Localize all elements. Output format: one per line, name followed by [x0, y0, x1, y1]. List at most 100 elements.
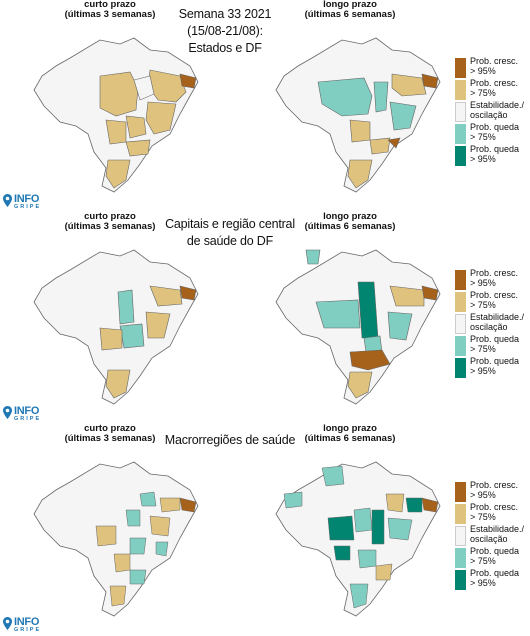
legend: Prob. cresc. > 95% Prob. cresc. > 75% Es…: [455, 268, 530, 378]
legend-swatch: [455, 124, 466, 144]
region-ms: [349, 119, 371, 143]
legend-swatch: [455, 548, 466, 568]
short-term-label: curto prazo (últimas 3 semanas): [64, 0, 156, 20]
macroregion: [95, 525, 117, 547]
map-states-long-term: [275, 37, 441, 193]
legend-item: Prob. cresc. > 95%: [455, 480, 530, 502]
region-ms: [99, 327, 123, 351]
legend-item: Prob. queda > 95%: [455, 144, 530, 166]
legend-swatch: [455, 292, 466, 312]
region-bahia: [145, 101, 177, 135]
legend-swatch: [455, 270, 466, 290]
region-south: [105, 159, 131, 189]
legend-item: Prob. cresc. > 75%: [455, 290, 530, 312]
region-mato-grosso: [99, 71, 139, 117]
legend-swatch: [455, 358, 466, 378]
legend-swatch: [455, 314, 466, 334]
legend-item: Prob. queda > 75%: [455, 122, 530, 144]
short-term-label: curto prazo (últimas 3 semanas): [64, 423, 156, 444]
legend-swatch: [455, 102, 466, 122]
macroregion: [405, 497, 423, 513]
long-term-label: longo prazo (últimas 6 semanas): [304, 423, 396, 444]
legend-swatch: [455, 80, 466, 100]
region-tocantins: [373, 81, 389, 113]
legend-label: Prob. cresc. > 95%: [470, 480, 519, 500]
panel-title: Semana 33 2021 (15/08-21/08): Estados e …: [178, 7, 272, 55]
legend-item: Prob. queda > 95%: [455, 568, 530, 590]
macroregion: [129, 537, 147, 555]
region-piaui: [133, 75, 155, 101]
region-paraiba: [179, 285, 197, 301]
map-macroregions-short-term: [33, 461, 199, 617]
region-mato-grosso: [317, 77, 373, 117]
region-goias: [125, 115, 147, 139]
long-term-label: longo prazo (últimas 6 semanas): [304, 0, 396, 20]
region-tocantins: [117, 289, 135, 325]
macroregion: [155, 541, 169, 557]
macroregion: [385, 493, 405, 513]
macroregion: [159, 497, 181, 513]
legend-label: Prob. queda > 75%: [470, 546, 520, 566]
legend-swatch: [455, 526, 466, 546]
long-term-label: longo prazo (últimas 6 semanas): [304, 211, 396, 232]
legend-item: Prob. cresc. > 95%: [455, 268, 530, 290]
legend-swatch: [455, 58, 466, 78]
legend-label: Estabilidade./ oscilação: [470, 312, 525, 332]
panel-title: Capitais e região central de saúde do DF: [165, 217, 295, 248]
region-paraiba: [421, 285, 439, 301]
region-south: [347, 159, 373, 189]
region-roraima: [305, 249, 321, 265]
infogripe-logo: INFO GRIPE: [3, 616, 47, 634]
legend-item: Prob. cresc. > 75%: [455, 502, 530, 524]
region-bahia: [145, 311, 171, 339]
legend-label: Estabilidade./ oscilação: [470, 100, 525, 120]
infogripe-logo: INFO GRIPE: [3, 193, 47, 211]
legend-label: Prob. queda > 95%: [470, 568, 520, 588]
location-pin-icon: [3, 617, 12, 630]
legend-item: Prob. cresc. > 75%: [455, 78, 530, 100]
region-south: [347, 371, 373, 399]
region-northeast: [391, 73, 427, 97]
legend-swatch: [455, 570, 466, 590]
macroregion: [371, 509, 385, 545]
macroregion: [283, 491, 303, 509]
region-rj: [387, 137, 401, 149]
map-capitals-long-term: [275, 249, 441, 405]
legend-item: Prob. cresc. > 95%: [455, 56, 530, 78]
region-goias: [119, 323, 145, 349]
legend-item: Estabilidade./ oscilação: [455, 312, 530, 334]
region-sp: [349, 349, 391, 371]
macroregion: [327, 515, 355, 541]
legend-label: Estabilidade./ oscilação: [470, 524, 525, 544]
map-macroregions-long-term: [275, 461, 441, 617]
macroregion: [387, 517, 413, 541]
macroregion: [179, 497, 197, 513]
legend-label: Prob. cresc. > 95%: [470, 56, 519, 76]
region-south: [105, 369, 131, 399]
region-bahia: [387, 311, 413, 341]
legend-label: Prob. cresc. > 75%: [470, 290, 519, 310]
region-paraiba: [421, 73, 439, 89]
macroregion: [357, 549, 377, 569]
region-paraiba: [179, 73, 197, 89]
macroregion: [129, 569, 147, 585]
macroregion: [113, 553, 131, 573]
legend-item: Prob. queda > 75%: [455, 334, 530, 356]
legend-item: Prob. queda > 95%: [455, 356, 530, 378]
legend-swatch: [455, 336, 466, 356]
region-goias: [363, 335, 383, 353]
legend-label: Prob. cresc. > 95%: [470, 268, 519, 288]
infogripe-logo: INFO GRIPE: [3, 405, 47, 423]
location-pin-icon: [3, 406, 12, 419]
map-capitals-short-term: [33, 249, 199, 405]
macroregion: [149, 515, 171, 537]
region-sp: [369, 137, 391, 155]
legend-label: Prob. queda > 75%: [470, 334, 520, 354]
legend-label: Prob. queda > 95%: [470, 144, 520, 164]
legend-swatch: [455, 146, 466, 166]
legend-item: Estabilidade./ oscilação: [455, 524, 530, 546]
region-sp: [125, 139, 151, 157]
legend-swatch: [455, 504, 466, 524]
logo-subtext: GRIPE: [14, 204, 42, 210]
legend-label: Prob. queda > 75%: [470, 122, 520, 142]
